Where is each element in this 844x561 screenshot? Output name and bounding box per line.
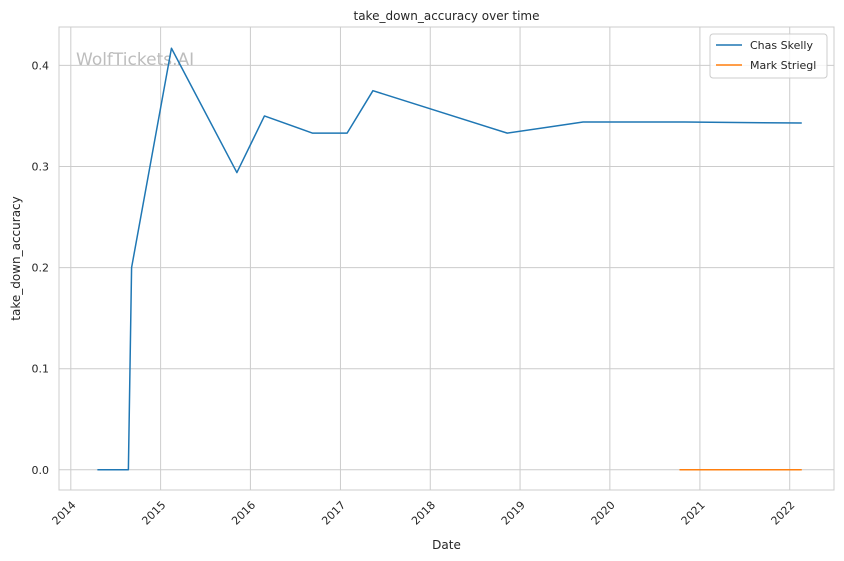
- plot-frame: [58, 26, 835, 491]
- y-axis-label: take_down_accuracy: [9, 196, 23, 320]
- chart-title: take_down_accuracy over time: [354, 9, 540, 23]
- series-line-0: [97, 47, 802, 471]
- grid: [59, 27, 834, 490]
- legend-label: Mark Striegl: [750, 59, 816, 72]
- x-axis-label: Date: [432, 538, 461, 552]
- y-tick-label: 0.1: [32, 363, 50, 376]
- y-tick-label: 0.3: [32, 161, 50, 174]
- legend: Chas Skelly Mark Striegl: [709, 33, 828, 79]
- y-tick-label: 0.0: [32, 464, 50, 477]
- series-group: [97, 47, 802, 471]
- legend-label: Chas Skelly: [750, 39, 813, 52]
- y-tick-label: 0.2: [32, 262, 50, 275]
- y-axis-ticks: 0.0 0.1 0.2 0.3 0.4: [32, 59, 50, 476]
- watermark: WolfTickets.AI: [76, 50, 194, 70]
- y-tick-label: 0.4: [32, 59, 50, 72]
